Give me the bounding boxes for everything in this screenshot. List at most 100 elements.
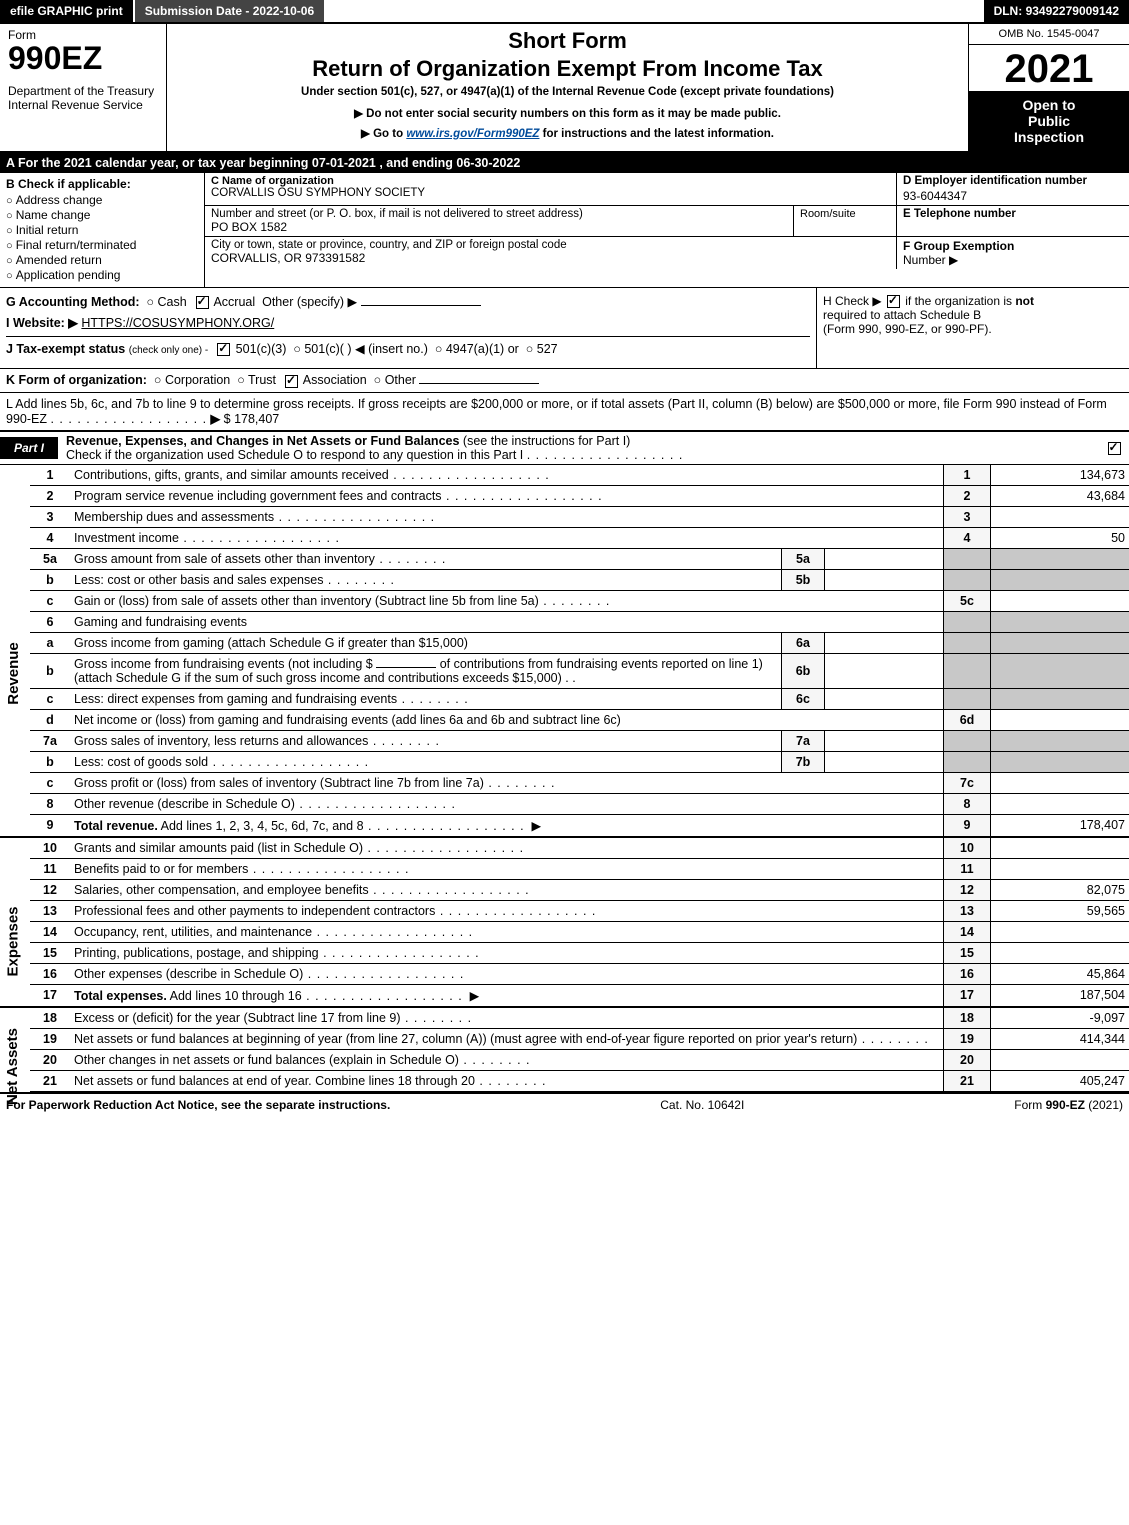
line20-num: 20 xyxy=(944,1049,991,1070)
j-501c3-checkbox[interactable] xyxy=(217,343,230,356)
line1-amt: 134,673 xyxy=(991,465,1129,486)
line3-desc: Membership dues and assessments xyxy=(74,510,274,524)
g-accrual-checkbox[interactable] xyxy=(196,296,209,309)
line1-desc: Contributions, gifts, grants, and simila… xyxy=(74,468,389,482)
chk-final-return[interactable]: Final return/terminated xyxy=(6,238,198,252)
line5c-desc: Gain or (loss) from sale of assets other… xyxy=(74,594,539,608)
j-opt4[interactable]: 527 xyxy=(537,342,558,356)
part1-title-rest: (see the instructions for Part I) xyxy=(459,434,630,448)
chk-initial-return[interactable]: Initial return xyxy=(6,223,198,237)
d-ein-value: 93-6044347 xyxy=(903,189,1123,203)
gh-block: G Accounting Method: ○ Cash Accrual Othe… xyxy=(0,288,1129,369)
line3-amt xyxy=(991,506,1129,527)
address-cell: Number and street (or P. O. box, if mail… xyxy=(205,206,794,236)
line7a-amt xyxy=(991,730,1129,751)
line7b-sub: 7b xyxy=(782,751,825,772)
line-5a: 5aGross amount from sale of assets other… xyxy=(0,548,1129,569)
line-6a: aGross income from gaming (attach Schedu… xyxy=(0,632,1129,653)
line6c-amt xyxy=(991,688,1129,709)
efile-graphic-button[interactable]: efile GRAPHIC print xyxy=(0,0,133,22)
line6-amt xyxy=(991,611,1129,632)
f-label2: Number ▶ xyxy=(903,253,1123,267)
efile-label: efile GRAPHIC xyxy=(10,4,93,18)
line12-amt: 82,075 xyxy=(991,879,1129,900)
line6c-sub: 6c xyxy=(782,688,825,709)
line5b-sub: 5b xyxy=(782,569,825,590)
line-9: 9Total revenue. Add lines 1, 2, 3, 4, 5c… xyxy=(0,814,1129,837)
line-19: 19Net assets or fund balances at beginni… xyxy=(0,1028,1129,1049)
ghij-left: G Accounting Method: ○ Cash Accrual Othe… xyxy=(0,288,816,368)
k-other[interactable]: Other xyxy=(385,373,416,387)
chk-address-change[interactable]: Address change xyxy=(6,193,198,207)
header-left: Form 990EZ Department of the Treasury In… xyxy=(0,24,167,151)
line12-num: 12 xyxy=(944,879,991,900)
h-not: not xyxy=(1015,294,1034,308)
line5c-num: 5c xyxy=(944,590,991,611)
line6b-subval xyxy=(825,653,944,688)
omb-number: OMB No. 1545-0047 xyxy=(969,24,1129,45)
form-header: Form 990EZ Department of the Treasury In… xyxy=(0,24,1129,153)
open-to-public: Open to Public Inspection xyxy=(969,91,1129,151)
header-center: Short Form Return of Organization Exempt… xyxy=(167,24,968,151)
line-16: 16Other expenses (describe in Schedule O… xyxy=(0,963,1129,984)
c-name-label: C Name of organization xyxy=(211,175,890,187)
line6b-desc1: Gross income from fundraising events (no… xyxy=(74,657,373,671)
line7a-numcol xyxy=(944,730,991,751)
irs-link[interactable]: www.irs.gov/Form990EZ xyxy=(406,128,539,140)
revenue-side-label: Revenue xyxy=(5,642,22,705)
line8-num: 8 xyxy=(944,793,991,814)
k-other-line[interactable] xyxy=(419,383,539,384)
line11-desc: Benefits paid to or for members xyxy=(74,862,248,876)
i-label: I Website: ▶ xyxy=(6,316,78,330)
dln-label: DLN: xyxy=(994,4,1026,18)
column-c: C Name of organization CORVALLIS OSU SYM… xyxy=(205,173,1129,287)
i-value[interactable]: HTTPS://COSUSYMPHONY.ORG/ xyxy=(81,316,274,330)
line18-amt: -9,097 xyxy=(991,1007,1129,1029)
chk-application-pending[interactable]: Application pending xyxy=(6,268,198,282)
h-label3: required to attach Schedule B xyxy=(823,308,981,322)
print-label[interactable]: print xyxy=(96,4,123,18)
line6d-num: 6d xyxy=(944,709,991,730)
k-assoc-checkbox[interactable] xyxy=(285,375,298,388)
line4-num: 4 xyxy=(944,527,991,548)
h-label4: (Form 990, 990-EZ, or 990-PF). xyxy=(823,322,992,336)
j-opt2[interactable]: 501(c)( ) ◀ (insert no.) xyxy=(304,342,428,356)
g-other-line[interactable] xyxy=(361,305,481,306)
line18-num: 18 xyxy=(944,1007,991,1029)
j-opt3[interactable]: 4947(a)(1) or xyxy=(446,342,519,356)
line-21: 21Net assets or fund balances at end of … xyxy=(0,1070,1129,1091)
part1-schedule-o-check[interactable] xyxy=(1099,440,1129,454)
part1-title-bold: Revenue, Expenses, and Changes in Net As… xyxy=(66,434,459,448)
part1-dots xyxy=(527,448,684,462)
part1-header: Part I Revenue, Expenses, and Changes in… xyxy=(0,432,1129,465)
j-tax-exempt: J Tax-exempt status (check only one) - 5… xyxy=(6,336,810,356)
city-row: City or town, state or province, country… xyxy=(205,237,1129,269)
k-trust[interactable]: Trust xyxy=(248,373,276,387)
g-other[interactable]: Other (specify) ▶ xyxy=(262,295,357,309)
c-name-value: CORVALLIS OSU SYMPHONY SOCIETY xyxy=(211,187,890,199)
chk-amended-return[interactable]: Amended return xyxy=(6,253,198,267)
j-sub: (check only one) - xyxy=(129,345,208,356)
line7b-numcol xyxy=(944,751,991,772)
k-label: K Form of organization: xyxy=(6,373,147,387)
city-label: City or town, state or province, country… xyxy=(211,239,890,251)
k-corp[interactable]: Corporation xyxy=(165,373,230,387)
line5a-subval xyxy=(825,548,944,569)
footer-right-pre: Form xyxy=(1014,1098,1045,1112)
top-bar: efile GRAPHIC print Submission Date - 20… xyxy=(0,0,1129,24)
goto-pre: ▶ Go to xyxy=(361,128,406,140)
line-4: 4Investment income 450 xyxy=(0,527,1129,548)
submission-date-button[interactable]: Submission Date - 2022-10-06 xyxy=(133,0,324,22)
ssn-note: ▶ Do not enter social security numbers o… xyxy=(171,106,964,120)
h-checkbox[interactable] xyxy=(887,295,900,308)
l-dots xyxy=(50,412,207,426)
line10-amt xyxy=(991,837,1129,859)
chk-name-change[interactable]: Name change xyxy=(6,208,198,222)
line6c-desc: Less: direct expenses from gaming and fu… xyxy=(74,692,397,706)
line5b-amt xyxy=(991,569,1129,590)
line-6b: bGross income from fundraising events (n… xyxy=(0,653,1129,688)
open-line3: Inspection xyxy=(973,129,1125,145)
j-label: J Tax-exempt status xyxy=(6,342,125,356)
g-cash[interactable]: Cash xyxy=(158,295,187,309)
line5b-subval xyxy=(825,569,944,590)
